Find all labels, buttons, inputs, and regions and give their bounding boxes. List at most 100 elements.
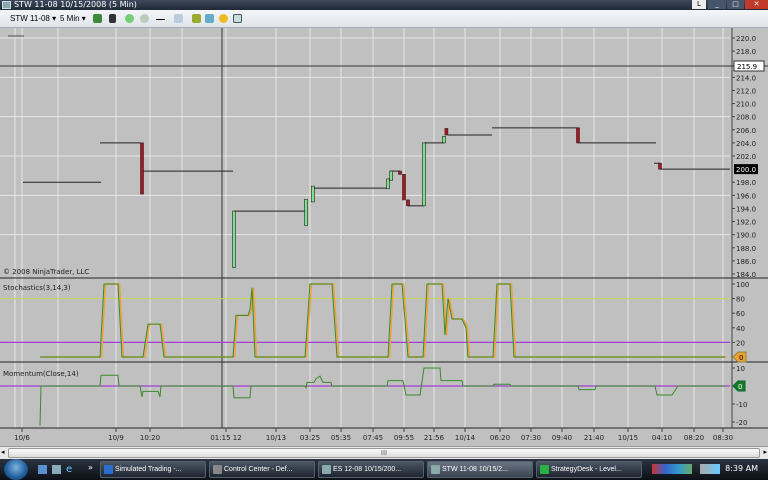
taskbar-app-icon [213, 465, 222, 474]
stoch-tick-label: 60 [736, 310, 745, 318]
taskbar-item[interactable]: Simulated Trading -... [100, 461, 206, 478]
time-tick-label: 10/14 [455, 434, 476, 442]
stoch-k-line [40, 283, 725, 358]
stoch-tick-label: 80 [736, 296, 745, 304]
taskbar-app-icon [322, 465, 331, 474]
price-tick-label: 210.0 [736, 101, 756, 109]
zoom-in-icon[interactable] [125, 14, 134, 23]
properties-icon[interactable] [174, 14, 183, 23]
window-title: STW 11-08 10/15/2008 (5 Min) [14, 0, 137, 9]
price-tick-label: 184.0 [736, 271, 756, 279]
zoom-out-icon[interactable] [140, 14, 149, 23]
taskbar-app-icon [431, 465, 440, 474]
price-tick-label: 186.0 [736, 258, 756, 266]
ie-icon[interactable]: e [66, 464, 73, 475]
price-tick-label: 190.0 [736, 232, 756, 240]
price-tick-label: 198.0 [736, 179, 756, 187]
taskbar-item-label: StrategyDesk - Level... [551, 466, 622, 473]
momentum-last-marker [732, 380, 746, 392]
time-tick-label: 05:35 [331, 434, 351, 442]
time-tick-label: 10/13 [266, 434, 286, 442]
minimize-button[interactable]: _ [708, 0, 726, 9]
price-tick-label: 214.0 [736, 74, 756, 82]
momentum-line [39, 367, 725, 426]
taskbar-item-label: Control Center - Def... [224, 466, 293, 473]
time-tick-label: 08:20 [684, 434, 704, 442]
price-candle [658, 162, 662, 170]
momentum-tick-label: -20 [736, 419, 747, 427]
scroll-right-arrow[interactable]: ▸ [763, 448, 767, 456]
indicator-icon[interactable] [219, 14, 228, 23]
price-tick-label: 218.0 [736, 48, 756, 56]
network-volume-icons[interactable] [700, 464, 720, 474]
close-button[interactable]: ✕ [745, 0, 768, 9]
price-tick-label: 188.0 [736, 245, 756, 253]
price-candle [389, 170, 394, 181]
stoch-last-label: 0 [739, 354, 743, 362]
l-button[interactable]: L [692, 0, 706, 9]
clock[interactable]: 8:39 AM [725, 464, 758, 473]
taskbar-item[interactable]: StrategyDesk - Level... [536, 461, 642, 478]
price-candle [140, 142, 144, 195]
taskbar-item[interactable]: Control Center - Def... [209, 461, 315, 478]
scroll-left-arrow[interactable]: ◂ [1, 448, 5, 456]
price-tick-label: 192.0 [736, 219, 756, 227]
price-candle [386, 178, 390, 190]
taskbar-item-label: Simulated Trading -... [115, 466, 182, 473]
last-price-label: 200.0 [736, 166, 756, 174]
taskbar-item[interactable]: ES 12-08 10/15/200... [318, 461, 424, 478]
draw-icon[interactable] [109, 14, 116, 23]
stoch-last-marker [732, 351, 747, 363]
chart-icon[interactable] [205, 14, 214, 23]
price-candle [406, 199, 410, 207]
toolbar: STW 11-08 ▾ 5 Min ▾ [0, 10, 768, 28]
price-tick-label: 204.0 [736, 140, 756, 148]
time-tick-label: 07:30 [521, 434, 541, 442]
taskbar-app-icon [104, 465, 113, 474]
price-candle [576, 127, 580, 144]
scrollbar-grip: III [380, 449, 388, 457]
interval-label: 5 Min [60, 14, 80, 23]
horizontal-scrollbar[interactable]: ◂ III ▸ [0, 446, 768, 459]
time-tick-label: 10/15 [618, 434, 638, 442]
crosshair-icon[interactable] [156, 19, 165, 20]
taskbar-item-label: STW 11-08 10/15/2... [442, 466, 509, 473]
stoch-tick-label: 40 [736, 325, 745, 333]
price-candle [304, 198, 308, 226]
interval-select[interactable]: 5 Min ▾ [60, 14, 86, 23]
price-tick-label: 194.0 [736, 205, 756, 213]
taskbar-item[interactable]: STW 11-08 10/15/2... [427, 461, 533, 478]
quicklaunch-more[interactable]: » [88, 463, 93, 472]
taskbar: e » Simulated Trading -... Control Center… [0, 459, 768, 480]
app-icon [2, 1, 11, 9]
time-tick-label: 10/6 [14, 434, 30, 442]
switch-windows-icon[interactable] [52, 465, 61, 474]
tray-icons[interactable] [652, 464, 692, 474]
momentum-title: Momentum(Close,14) [3, 370, 79, 378]
crosshair-price-box [733, 60, 765, 72]
time-tick-label: 04:10 [652, 434, 672, 442]
last-price-box [734, 164, 758, 175]
data-box-icon[interactable] [233, 14, 242, 23]
price-tick-label: 202.0 [736, 153, 756, 161]
price-candle [310, 185, 315, 203]
momentum-tick-label: 10 [736, 365, 745, 373]
time-tick-label: 08:30 [713, 434, 733, 442]
instrument-label: STW 11-08 [10, 14, 50, 23]
price-tick-label: 196.0 [736, 192, 756, 200]
chart-area[interactable]: 220.0 218.0 214.0 212.0 210.0 208.0 206.0 204.0… [0, 28, 768, 446]
price-tick-label: 208.0 [736, 114, 756, 122]
start-button[interactable] [4, 459, 28, 480]
instrument-select[interactable]: STW 11-08 ▾ [10, 14, 57, 23]
stoch-tick-label: 20 [736, 339, 745, 347]
price-tick-label: 212.0 [736, 87, 756, 95]
stoch-tick-label: 100 [736, 281, 749, 289]
strategy-icon[interactable] [192, 14, 201, 23]
maximize-button[interactable]: □ [727, 0, 744, 9]
scrollbar-thumb[interactable]: III [8, 448, 760, 458]
taskbar-app-icon [540, 465, 549, 474]
bar-style-icon[interactable] [93, 14, 102, 23]
show-desktop-icon[interactable] [38, 465, 47, 474]
time-tick-label: 09:40 [552, 434, 572, 442]
time-tick-label: 06:20 [490, 434, 510, 442]
